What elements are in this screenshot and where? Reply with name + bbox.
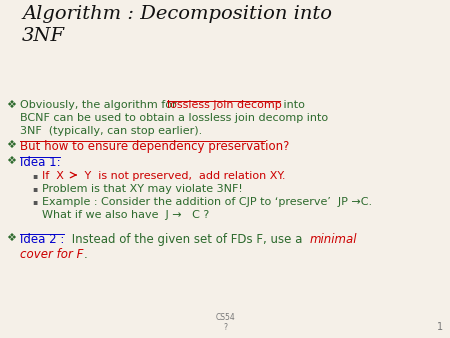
Text: lossless join decomp: lossless join decomp bbox=[167, 100, 282, 110]
Text: Problem is that XY may violate 3NF!: Problem is that XY may violate 3NF! bbox=[42, 184, 243, 194]
Text: Example : Consider the addition of CJP to ʻpreserve’  JP →C.: Example : Consider the addition of CJP t… bbox=[42, 197, 372, 207]
Text: 1: 1 bbox=[437, 322, 443, 332]
Text: minimal: minimal bbox=[310, 233, 357, 246]
Text: What if we also have  J →   C ?: What if we also have J → C ? bbox=[42, 210, 209, 220]
Text: cover for F: cover for F bbox=[20, 248, 83, 261]
Text: ❖: ❖ bbox=[6, 233, 16, 243]
Text: 3NF  (typically, can stop earlier).: 3NF (typically, can stop earlier). bbox=[20, 126, 202, 136]
Text: into: into bbox=[280, 100, 305, 110]
Text: ❖: ❖ bbox=[6, 100, 16, 110]
Text: ▪: ▪ bbox=[32, 184, 37, 193]
Text: BCNF can be used to obtain a lossless join decomp into: BCNF can be used to obtain a lossless jo… bbox=[20, 113, 328, 123]
Text: Algorithm : Decomposition into
3NF: Algorithm : Decomposition into 3NF bbox=[22, 5, 332, 45]
Text: ❖: ❖ bbox=[6, 156, 16, 166]
Text: Idea 1:: Idea 1: bbox=[20, 156, 61, 169]
Text: ▪: ▪ bbox=[32, 197, 37, 206]
Text: Obviously, the algorithm for: Obviously, the algorithm for bbox=[20, 100, 180, 110]
Text: .: . bbox=[84, 248, 88, 261]
Text: ❖: ❖ bbox=[6, 140, 16, 150]
Text: CS54
?: CS54 ? bbox=[215, 313, 235, 332]
Text: Instead of the given set of FDs F, use a: Instead of the given set of FDs F, use a bbox=[68, 233, 306, 246]
Text: But how to ensure dependency preservation?: But how to ensure dependency preservatio… bbox=[20, 140, 289, 153]
Text: ▪: ▪ bbox=[32, 171, 37, 180]
Text: Y  is not preserved,  add relation XY.: Y is not preserved, add relation XY. bbox=[81, 171, 285, 181]
Text: If  X: If X bbox=[42, 171, 64, 181]
Text: Idea 2 :: Idea 2 : bbox=[20, 233, 64, 246]
